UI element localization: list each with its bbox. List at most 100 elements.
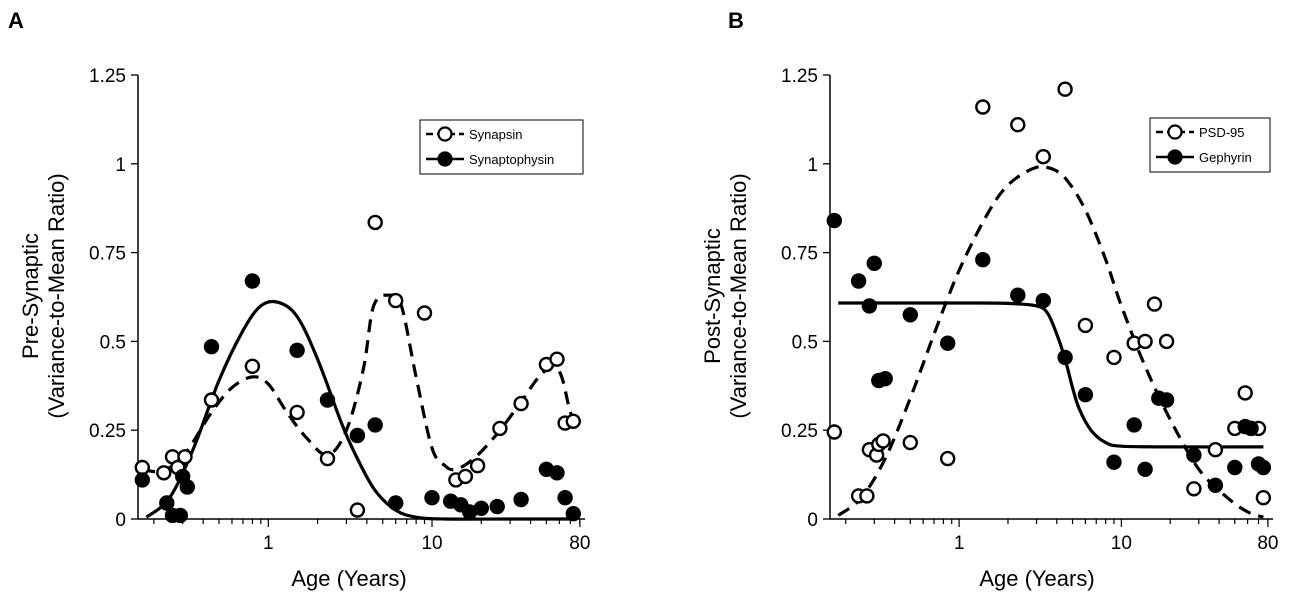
data-point-psd-95 — [1057, 81, 1073, 97]
y-tick-label: 1 — [807, 155, 818, 176]
data-point-psd-95 — [940, 450, 956, 467]
data-point-synaptophysin — [179, 479, 196, 495]
data-point-synapsin — [203, 392, 220, 408]
y-tick-label: 0 — [115, 510, 126, 531]
x-tick-label: 10 — [1111, 533, 1132, 554]
data-point-synaptophysin — [244, 273, 261, 289]
data-point-synapsin — [319, 450, 336, 467]
legend-label: Synaptophysin — [469, 152, 554, 167]
legend-a: Synapsin Synaptophysin — [419, 119, 584, 175]
data-point-gephyrin — [1010, 287, 1026, 303]
fit-line-synapsin — [142, 293, 579, 474]
y-axis-title-a-line2: (Variance-to-Mean Ratio) — [44, 173, 69, 418]
y-axis-title-a-line1: Pre-Synaptic — [18, 233, 43, 359]
data-point-synapsin — [565, 413, 581, 429]
data-point-synaptophysin — [513, 491, 529, 508]
y-axis-title-b-line1: Post-Synaptic — [700, 228, 725, 364]
legend-marker — [1167, 124, 1183, 140]
data-point-gephyrin — [1035, 292, 1052, 309]
data-point-synapsin — [156, 465, 172, 481]
x-tick-label: 10 — [421, 533, 442, 554]
data-point-synapsin — [388, 292, 404, 309]
legend-marker — [437, 126, 453, 142]
fit-lines-b — [837, 164, 1264, 519]
y-tick-label: 1.25 — [89, 66, 126, 87]
y-tick-label: 0.5 — [792, 332, 818, 353]
data-point-psd-95 — [1106, 349, 1122, 366]
data-point-psd-95 — [875, 433, 891, 449]
data-point-psd-95 — [1077, 317, 1094, 334]
data-point-synapsin — [244, 358, 261, 374]
data-point-gephyrin — [1106, 454, 1122, 470]
data-point-synaptophysin — [319, 392, 336, 408]
panel-b: B Age (Years) Post-Synaptic (Variance-to… — [700, 8, 1278, 591]
legend-marker — [1167, 149, 1183, 165]
y-tick-label: 1.25 — [781, 66, 818, 87]
data-point-psd-95 — [859, 488, 875, 504]
data-point-synaptophysin — [565, 506, 581, 522]
data-point-psd-95 — [1186, 481, 1202, 497]
data-point-synapsin — [367, 214, 383, 231]
data-point-gephyrin — [826, 212, 842, 229]
data-point-synaptophysin — [549, 465, 565, 481]
fit-line-psd-95 — [837, 164, 1264, 519]
data-point-synaptophysin — [557, 490, 573, 506]
data-point-psd-95 — [1146, 296, 1163, 312]
data-point-gephyrin — [1057, 349, 1073, 366]
data-point-synapsin — [134, 459, 151, 476]
y-tick-label: 0.25 — [781, 421, 818, 442]
data-point-psd-95 — [1158, 333, 1175, 350]
data-points-a — [134, 214, 581, 524]
data-point-synaptophysin — [473, 500, 489, 516]
data-point-synaptophysin — [172, 507, 189, 524]
data-point-gephyrin — [1126, 417, 1142, 433]
data-point-gephyrin — [1077, 387, 1094, 403]
legend-b: PSD-95 Gephyrin — [1149, 117, 1271, 173]
data-point-psd-95 — [1255, 490, 1272, 506]
data-point-synaptophysin — [134, 472, 151, 488]
axes-a: 0 0.25 0.5 0.75 1 1.25 1 10 80 — [89, 66, 590, 554]
data-point-synapsin — [289, 404, 305, 421]
data-point-psd-95 — [1207, 442, 1224, 458]
data-point-gephyrin — [1186, 447, 1202, 463]
x-tick-label: 80 — [569, 533, 590, 554]
data-points-b — [826, 81, 1272, 506]
x-tick-label: 1 — [263, 533, 274, 554]
y-axis-title-b-line2: (Variance-to-Mean Ratio) — [726, 173, 751, 418]
data-point-synaptophysin — [289, 342, 305, 358]
x-tick-label: 80 — [1257, 533, 1278, 554]
data-point-synapsin — [513, 395, 529, 412]
data-point-gephyrin — [975, 252, 991, 268]
legend-label: Synapsin — [469, 127, 522, 142]
data-point-psd-95 — [1237, 385, 1253, 401]
data-point-gephyrin — [1255, 459, 1272, 476]
y-tick-label: 0 — [807, 510, 818, 531]
data-point-synaptophysin — [424, 490, 440, 506]
data-point-synaptophysin — [489, 498, 505, 515]
data-point-synapsin — [492, 420, 508, 437]
data-point-synapsin — [469, 458, 486, 474]
data-point-psd-95 — [902, 434, 918, 451]
data-point-gephyrin — [1207, 477, 1224, 493]
data-point-gephyrin — [902, 307, 918, 323]
data-point-psd-95 — [826, 424, 842, 440]
panel-label-a: A — [8, 8, 24, 33]
y-tick-label: 1 — [115, 155, 126, 176]
data-point-synaptophysin — [159, 495, 175, 511]
data-point-psd-95 — [975, 99, 991, 115]
panel-label-b: B — [728, 8, 744, 33]
data-point-synaptophysin — [203, 339, 220, 355]
y-tick-label: 0.75 — [89, 244, 126, 265]
x-axis-title-b: Age (Years) — [979, 566, 1094, 591]
data-point-gephyrin — [861, 298, 878, 314]
data-point-synaptophysin — [349, 427, 366, 444]
data-point-synapsin — [549, 351, 565, 367]
fit-lines-a — [142, 293, 579, 521]
data-point-synapsin — [457, 468, 474, 485]
data-point-gephyrin — [850, 273, 867, 289]
data-point-synapsin — [177, 449, 193, 465]
data-point-gephyrin — [1227, 459, 1243, 476]
legend-label: PSD-95 — [1199, 125, 1245, 140]
data-point-synaptophysin — [388, 495, 404, 511]
